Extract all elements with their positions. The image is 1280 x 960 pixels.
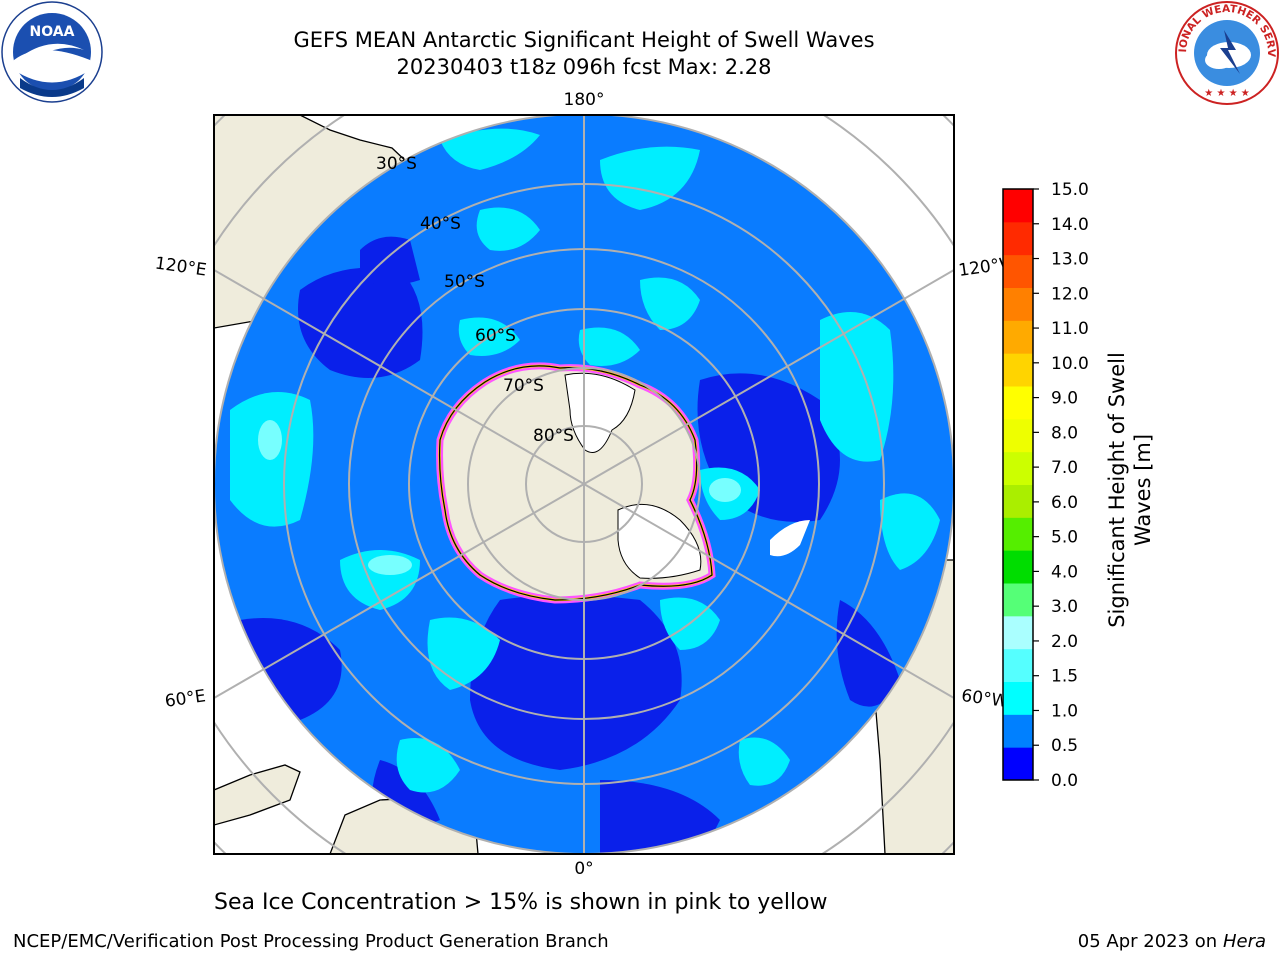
colorbar-tick-label: 14.0 [1051,215,1089,235]
colorbar-tick-label: 15.0 [1051,180,1089,200]
colorbar-segment [1003,484,1033,518]
colorbar-tick-label: 6.0 [1051,493,1078,513]
meridian-label-upper-left: 120°E [154,254,208,281]
colorbar-segment [1003,320,1033,354]
colorbar-tick-label: 10.0 [1051,354,1089,374]
colorbar-frame [1002,188,1034,781]
footnote: Sea Ice Concentration > 15% is shown in … [214,890,828,915]
colorbar-tick-label: 8.0 [1051,423,1078,443]
colorbar-tick-label: 12.0 [1051,284,1089,304]
colorbar-tick-label: 9.0 [1051,389,1078,409]
colorbar-segment [1003,287,1033,321]
colorbar-segment [1003,418,1033,453]
colorbar-tick-label: 5.0 [1051,528,1078,548]
colorbar-tick-label: 7.0 [1051,458,1078,478]
colorbar-tick-label: 3.0 [1051,597,1078,617]
colorbar-tick-label: 0.5 [1051,736,1078,756]
chart-title: GEFS MEAN Antarctic Significant Height o… [293,28,875,52]
colorbar-segment [1003,615,1033,650]
parallel-label: 60°S [475,326,516,346]
svg-text:Significant Height of Swell: Significant Height of Swell [1105,352,1129,628]
svg-text:★ ★ ★ ★: ★ ★ ★ ★ [1204,88,1249,99]
parallel-label: 50°S [444,272,485,292]
colorbar-segment [1003,550,1033,584]
colorbar-segment [1003,189,1033,223]
colorbar-segment [1003,714,1033,748]
colorbar-segment [1003,747,1033,781]
colorbar-segment [1003,451,1033,485]
colorbar-segment [1003,517,1033,551]
svg-text:NOAA: NOAA [30,24,75,40]
meridian-label-lower-right: 60°W [960,686,1009,712]
colorbar-segment [1003,221,1033,256]
graticule [214,115,954,854]
parallel-label: 40°S [420,214,461,234]
colorbar-tick-label: 4.0 [1051,562,1078,582]
colorbar: 0.0 0.5 1.0 1.5 2.0 3.0 4.0 5.0 6.0 7.0 8.0 9.0 10.0… [1002,180,1089,791]
chart-subtitle: 20230403 t18z 096h fcst Max: 2.28 [396,55,772,79]
colorbar-tick-label: 0.0 [1051,771,1078,791]
date-text: 05 Apr 2023 on Hera [1077,931,1266,952]
meridian-label-top: 180° [564,90,605,110]
colorbar-tick-label: 1.0 [1051,701,1078,721]
antarctica [436,362,716,604]
colorbar-segment [1003,583,1033,617]
meridian-label-lower-left: 60°E [164,686,207,711]
meridian-label-bottom: 0° [574,859,593,879]
colorbar-segment [1003,648,1033,682]
parallel-labels: 30°S 40°S 50°S 60°S 70°S 80°S [376,154,574,446]
colorbar-tick-label: 2.0 [1051,632,1078,652]
parallel-label: 70°S [503,376,544,396]
nws-logo: NATIONAL WEATHER SERVICE ★ ★ ★ ★ [1174,0,1279,105]
credit-text: NCEP/EMC/Verification Post Processing Pr… [13,931,609,952]
colorbar-segment [1003,254,1033,288]
colorbar-segment [1003,681,1033,715]
parallel-label: 80°S [533,426,574,446]
colorbar-label: Significant Height of Swell Waves [m] [1100,320,1160,660]
colorbar-segment [1003,353,1033,387]
colorbar-tick-label: 13.0 [1051,250,1089,270]
svg-text:Waves [m]: Waves [m] [1131,434,1155,546]
colorbar-tick-label: 1.5 [1051,667,1078,687]
colorbar-tick-label: 11.0 [1051,319,1089,339]
noaa-logo: NOAA [1,1,103,103]
colorbar-segment [1003,386,1033,420]
parallel-label: 30°S [376,154,417,174]
map-frame [213,114,955,855]
ice-patch [770,520,810,557]
